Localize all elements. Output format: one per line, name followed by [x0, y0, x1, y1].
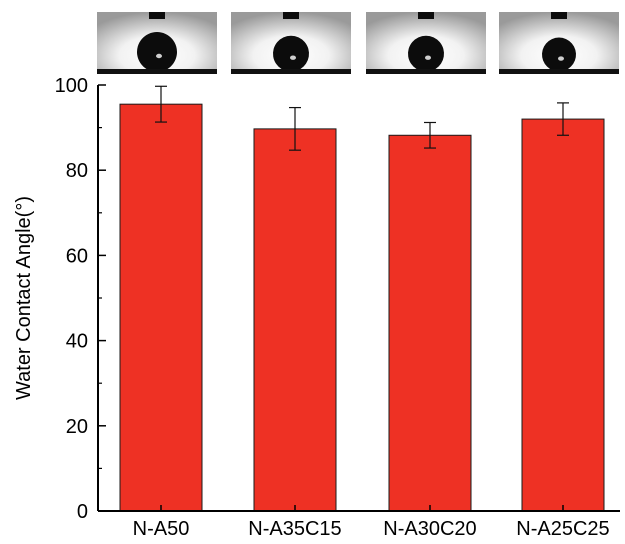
droplet-highlight — [290, 55, 296, 60]
y-tick-label: 20 — [66, 416, 88, 438]
substrate-shape — [366, 69, 486, 74]
y-tick-label: 80 — [66, 160, 88, 182]
y-tick-label: 100 — [55, 75, 88, 97]
y-tick-label: 0 — [77, 501, 88, 523]
error-bar — [155, 85, 167, 123]
droplet-photo — [97, 12, 217, 74]
droplet-photos — [97, 12, 619, 74]
droplet-highlight — [425, 55, 431, 60]
substrate-shape — [231, 69, 351, 74]
axes-group: 0 20 40 60 80 100 N-A50 N-A35C15 N-A30C20 N-A25C2… — [55, 75, 620, 540]
needle-shape — [551, 12, 567, 19]
droplet-shape — [137, 32, 177, 69]
bars-group — [119, 85, 605, 512]
droplet-photo — [499, 12, 619, 74]
needle-shape — [149, 12, 165, 19]
y-axis-label: Water Contact Angle(°) — [13, 196, 35, 400]
droplet-shape — [272, 35, 309, 69]
droplet-photo — [231, 12, 351, 74]
substrate-shape — [97, 69, 217, 74]
droplet-photo — [366, 12, 486, 74]
error-bar — [557, 102, 569, 136]
droplet-shape — [408, 35, 445, 69]
error-bar — [424, 121, 436, 149]
x-tick-label: N-A35C15 — [248, 518, 341, 539]
x-tick-label: N-A25C25 — [516, 518, 609, 539]
droplet-highlight — [558, 56, 564, 61]
y-tick-label: 60 — [66, 245, 88, 267]
droplet-highlight — [156, 53, 162, 59]
error-bar — [289, 106, 301, 151]
x-tick-label: N-A30C20 — [383, 518, 476, 539]
needle-shape — [418, 12, 434, 19]
x-tick-label: N-A50 — [133, 518, 190, 539]
bar-n-a25c25 — [521, 118, 605, 512]
droplet-shape — [542, 37, 576, 69]
bar-n-a50 — [119, 103, 203, 512]
needle-shape — [283, 12, 299, 19]
y-tick-label: 40 — [66, 331, 88, 353]
bar-n-a35c15 — [253, 128, 337, 512]
bar-n-a30c20 — [388, 134, 472, 512]
substrate-shape — [499, 69, 619, 74]
